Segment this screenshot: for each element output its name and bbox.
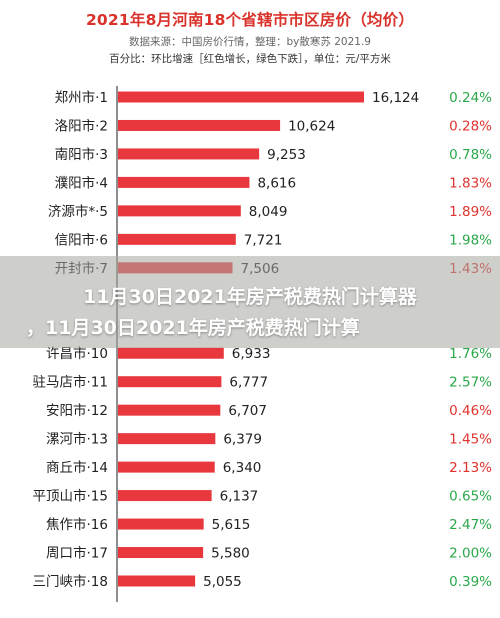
change-label: 2.47% [449, 517, 492, 533]
category-label: 南阳市·3 [55, 146, 108, 163]
value-label: 5,580 [211, 546, 250, 562]
bar [118, 518, 204, 530]
value-label: 5,055 [203, 574, 242, 590]
category-label: 濮阳市·4 [55, 174, 108, 191]
change-label: 0.46% [449, 403, 492, 419]
change-label: 2.57% [449, 375, 492, 391]
bar [118, 490, 212, 502]
category-label: 许昌市·10 [46, 345, 108, 362]
change-label: 2.13% [449, 460, 492, 476]
change-label: 0.65% [449, 489, 492, 505]
bar [118, 176, 250, 188]
chart-source: 数据来源：中国房价行情，整理：by散寒苏 2021.9 [129, 36, 371, 48]
value-label: 6,707 [228, 403, 267, 419]
chart-title: 2021年8月河南18个省辖市市区房价（均价） [85, 11, 415, 29]
bar [118, 547, 204, 559]
chart-note: 百分比：环比增速［红色增长，绿色下跌］，单位：元/平方米 [109, 53, 391, 65]
bar [118, 91, 364, 103]
bar [118, 119, 281, 131]
value-label: 16,124 [372, 90, 419, 106]
caption-overlay-band [0, 256, 500, 348]
category-label: 济源市*·5 [48, 203, 108, 220]
bar [118, 461, 215, 473]
bar [118, 404, 221, 416]
category-label: 驻马店市·11 [33, 374, 108, 391]
category-label: 周口市·17 [46, 545, 108, 562]
change-label: 1.83% [449, 175, 492, 191]
change-label: 1.89% [449, 204, 492, 220]
value-label: 6,777 [229, 375, 268, 391]
value-label: 6,340 [223, 460, 262, 476]
change-label: 0.28% [449, 118, 492, 134]
category-label: 郑州市·1 [55, 89, 108, 106]
bar [118, 347, 224, 359]
bar [118, 433, 216, 445]
change-label: 2.00% [449, 546, 492, 562]
value-label: 6,137 [220, 489, 259, 505]
bar [118, 148, 260, 160]
change-label: 0.39% [449, 574, 492, 590]
caption-line-1: 11月30日2021年房产税费热门计算器 [83, 286, 417, 308]
category-label: 焦作市·16 [46, 516, 108, 533]
bar [118, 205, 241, 217]
category-label: 信阳市·6 [55, 231, 108, 248]
change-label: 0.78% [449, 147, 492, 163]
value-label: 8,616 [257, 175, 296, 191]
value-label: 8,049 [249, 204, 288, 220]
value-label: 5,615 [212, 517, 251, 533]
category-label: 三门峡市·18 [33, 573, 108, 590]
bar [118, 233, 236, 245]
value-label: 7,721 [244, 232, 283, 248]
value-label: 10,624 [288, 118, 335, 134]
value-label: 6,379 [223, 432, 262, 448]
category-label: 商丘市·14 [46, 459, 108, 476]
bar [118, 376, 222, 388]
change-label: 1.76% [449, 346, 492, 362]
bar [118, 575, 196, 587]
value-label: 6,933 [232, 346, 271, 362]
change-label: 1.98% [449, 232, 492, 248]
change-label: 1.45% [449, 432, 492, 448]
category-label: 平顶山市·15 [33, 488, 108, 505]
value-label: 9,253 [267, 147, 306, 163]
category-label: 漯河市·13 [46, 431, 108, 448]
category-label: 洛阳市·2 [55, 117, 108, 134]
caption-line-2: ，11月30日2021年房产税费热门计算 [26, 317, 360, 339]
change-label: 0.24% [449, 90, 492, 106]
category-label: 安阳市·12 [46, 402, 108, 419]
